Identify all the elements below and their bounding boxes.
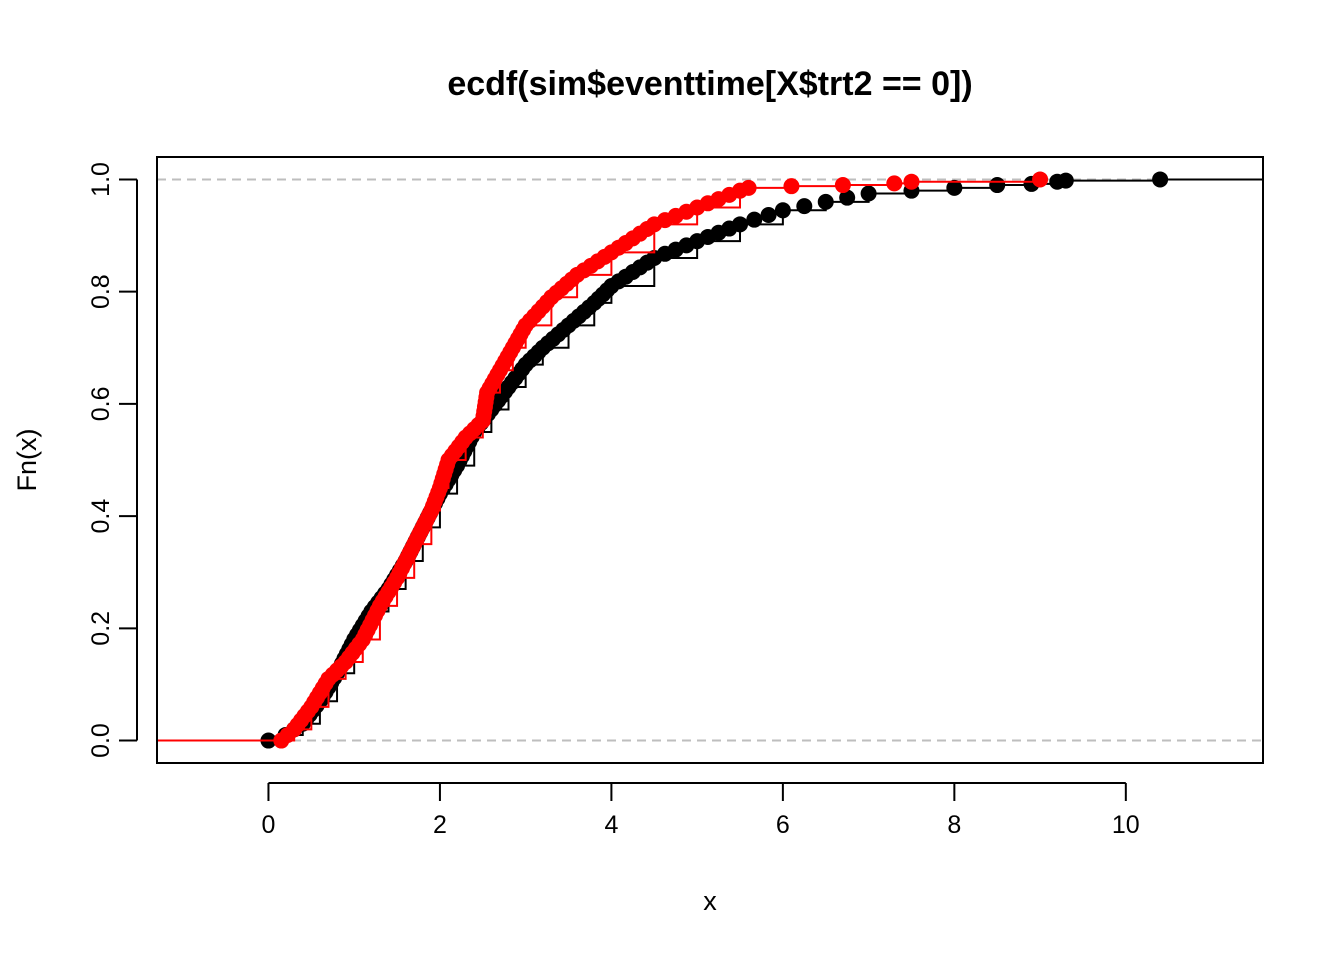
x-tick-label: 2 — [433, 811, 447, 839]
series-1-point — [783, 178, 800, 195]
series-0-point — [760, 206, 777, 223]
series-0-step-line — [157, 178, 1263, 742]
x-tick-label: 10 — [1112, 811, 1140, 839]
series-1-point — [903, 173, 920, 190]
y-tick-label: 0.2 — [87, 611, 115, 646]
series-0-point — [1152, 171, 1169, 188]
series-0-point — [946, 179, 963, 196]
series-1 — [157, 171, 1049, 749]
series-0-point — [1057, 172, 1074, 189]
series-1-point — [1032, 171, 1049, 188]
series-0-point — [989, 177, 1006, 194]
y-axis-label: Fn(x) — [12, 429, 42, 492]
x-tick-label: 0 — [262, 811, 276, 839]
y-tick-label: 0.0 — [87, 723, 115, 758]
series-0-point — [796, 198, 813, 215]
y-tick-label: 0.6 — [87, 387, 115, 422]
series-0 — [157, 171, 1263, 749]
series-0-point — [774, 202, 791, 219]
plot-frame — [156, 156, 1264, 764]
y-tick-label: 0.4 — [87, 499, 115, 534]
y-tick-label: 1.0 — [87, 162, 115, 197]
series-0-point — [732, 216, 749, 233]
series-0-point — [860, 185, 877, 202]
chart-title: ecdf(sim$eventtime[X$trt2 == 0]) — [447, 65, 972, 103]
series-0-point — [746, 211, 763, 228]
series-1-point — [834, 177, 851, 194]
x-tick-label: 4 — [604, 811, 618, 839]
series-0-point — [839, 189, 856, 206]
series-1-point — [740, 179, 757, 196]
x-axis-label: x — [703, 886, 717, 916]
y-tick-label: 0.8 — [87, 274, 115, 309]
x-tick-label: 6 — [776, 811, 790, 839]
series-0-point — [817, 193, 834, 210]
series-1-point — [886, 175, 903, 192]
plot-layer: 0 2 4 6 8 10 0.0 0.2 0.4 0.6 0.8 1.0 — [87, 156, 1264, 839]
x-tick-label: 8 — [947, 811, 961, 839]
